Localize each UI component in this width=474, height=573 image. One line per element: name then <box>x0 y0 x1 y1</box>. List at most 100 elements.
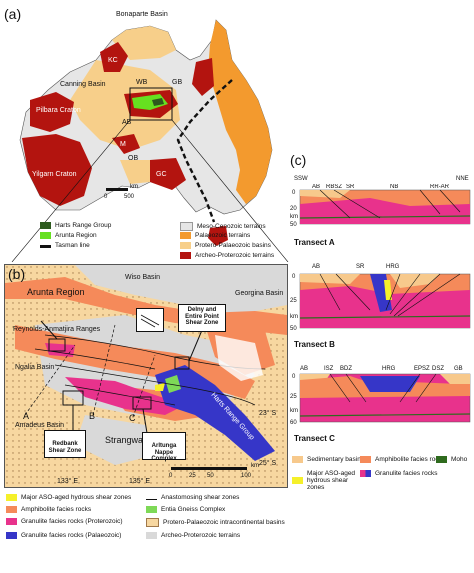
legend-swatch <box>146 518 159 527</box>
transect-a-tick-2: 50 <box>290 222 297 228</box>
label-yilgarn: Yilgarn Craton <box>32 171 77 178</box>
legend-b-item: Granulite facies rocks (Palaeozoic) <box>6 532 121 539</box>
scale-bar-b <box>171 467 247 470</box>
legend-label: Granulite facies rocks (Proterozoic) <box>21 518 123 525</box>
scale-zero: 0 <box>104 194 108 200</box>
legend-label: Anastomosing shear zones <box>161 494 240 501</box>
legend-label: Entia Gneiss Complex <box>161 506 226 513</box>
transect-line-a <box>24 344 76 416</box>
legend-label: Protero-Palaeozoic intracontinental basi… <box>163 519 285 526</box>
legend-swatch <box>146 498 157 500</box>
scale-b-unit: km <box>251 463 259 469</box>
label-georgina: Georgina Basin <box>235 290 283 297</box>
legend-swatch <box>40 222 51 229</box>
redbank-label: Redbank Shear Zone <box>48 441 82 454</box>
legend-swatch <box>180 242 191 249</box>
legend-swatch <box>292 477 303 484</box>
legend-c-item: Major ASO-aged hydrous shear zones <box>292 470 358 491</box>
legend-label: Meso-Cenozoic terrains <box>197 223 266 230</box>
scale-max: 500 <box>124 194 135 200</box>
transect-line-b <box>92 324 116 416</box>
legend-label: Granulite facies rocks <box>375 470 438 477</box>
granulite-proterozoic <box>65 377 185 415</box>
legend-a-item: Arunta Region <box>40 232 97 239</box>
musgrave <box>112 134 140 154</box>
label-ngalia: Ngalia Basin <box>15 364 54 371</box>
legend-swatch <box>146 506 157 513</box>
legend-swatch <box>292 456 303 463</box>
legend-label: Amphibolite facies rocks <box>375 456 446 463</box>
transect-c-lbl-1: ISZ <box>324 366 334 372</box>
transect-b-tick-2: 50 <box>290 326 297 332</box>
transect-b-lbl-0: AB <box>312 264 320 270</box>
arunta-green <box>132 94 168 110</box>
legend-b-item: Major ASO-aged hydrous shear zones <box>6 494 131 501</box>
arltunga-label: Arltunga Nappe Complex <box>151 443 177 462</box>
legend-swatch <box>180 222 193 231</box>
label-wiso: Wiso Basin <box>125 274 160 281</box>
legend-label: Amphibolite facies rocks <box>21 506 92 513</box>
callout-reynolds <box>136 308 164 332</box>
delny-label: Delny and Entire Point Shear Zone <box>185 307 219 326</box>
tasman-line <box>176 79 233 223</box>
legend-b-item: Amphibolite facies rocks <box>6 506 91 513</box>
legend-swatch <box>40 232 51 239</box>
georgina-white <box>215 335 263 381</box>
transect-c-lbl-3: HRG <box>382 366 396 372</box>
basins-north <box>112 26 176 60</box>
transect-b-tick-1: 25 <box>290 298 297 304</box>
transect-b-km: km <box>290 314 298 320</box>
legend-label: Tasman line <box>55 242 90 249</box>
label-bonaparte: Bonaparte Basin <box>116 11 168 18</box>
legend-b-item: Anastomosing shear zones <box>146 494 239 501</box>
harts-range-dark <box>152 98 164 106</box>
legend-label: Harts Range Group <box>55 222 112 229</box>
label-lat2: 25° S <box>259 459 277 467</box>
transect-b-lbl-2: HRG <box>386 264 400 270</box>
kimberley-craton <box>100 42 128 72</box>
legend-label: Arunta Region <box>55 232 97 239</box>
transect-c-tick-0: 0 <box>292 374 296 380</box>
harts-range-blue <box>155 365 275 461</box>
label-amadeus: Amadeus Basin <box>15 422 64 429</box>
gawler-craton <box>150 158 186 190</box>
shear-zone-yellow <box>155 383 165 391</box>
scale-bar <box>106 188 128 191</box>
label-canning: Canning Basin <box>60 81 106 88</box>
transect-a-section: AB RBSZ SR NB RR-AR 0 20 km 50 <box>290 184 471 228</box>
australia-map: Bonaparte Basin KC Canning Basin WB GB P… <box>11 11 289 262</box>
transect-a-title: Transect A <box>294 238 335 247</box>
legend-swatch <box>6 532 17 539</box>
transect-a-lbl-3: NB <box>390 184 398 190</box>
basins-center <box>70 60 180 150</box>
legend-b-item: Archeo-Proterozoic terrains <box>146 532 240 539</box>
yilgarn-craton <box>22 134 92 206</box>
label-transect-b: B <box>89 411 95 421</box>
callout-redbank: Redbank Shear Zone <box>44 430 86 458</box>
legend-c-item: Amphibolite facies rocks <box>360 456 445 463</box>
transect-b-title: Transect B <box>294 340 335 349</box>
legend-swatch <box>180 232 191 239</box>
study-area-box <box>129 87 173 121</box>
legend-a-item: Harts Range Group <box>40 222 111 229</box>
legend-label: Palaeozoic terrains <box>195 232 251 239</box>
transect-c-section: AB ISZ BDZ HRG EPSZ DSZ GB 0 25 km 60 <box>290 366 471 426</box>
panel-c-label: (c) <box>290 152 307 168</box>
transect-c-title: Transect C <box>294 434 335 443</box>
legend-a-item: Archeo-Proterozoic terrains <box>180 252 274 259</box>
legend-a-item: Tasman line <box>40 242 90 249</box>
tasmania <box>208 226 228 246</box>
transect-a-tick-0: 0 <box>292 190 296 196</box>
label-kc: KC <box>108 57 118 64</box>
legend-a-item: Protero-Palaeozoic basins <box>180 242 271 249</box>
label-pilbara: Pilbara Craton <box>36 107 81 114</box>
label-lon2: 135° E <box>129 477 150 485</box>
scale-b-0: 0 <box>169 473 173 479</box>
legend-swatch <box>436 456 447 463</box>
legend-a-item: Palaeozoic terrains <box>180 232 250 239</box>
entia-gneiss <box>165 375 181 393</box>
transect-b-lbl-1: SR <box>356 264 365 270</box>
legend-label: Granulite facies rocks (Palaeozoic) <box>21 532 122 539</box>
label-reynolds: Reynolds-Anmatjira Ranges <box>13 326 101 333</box>
transect-c-lbl-6: GB <box>454 366 463 372</box>
